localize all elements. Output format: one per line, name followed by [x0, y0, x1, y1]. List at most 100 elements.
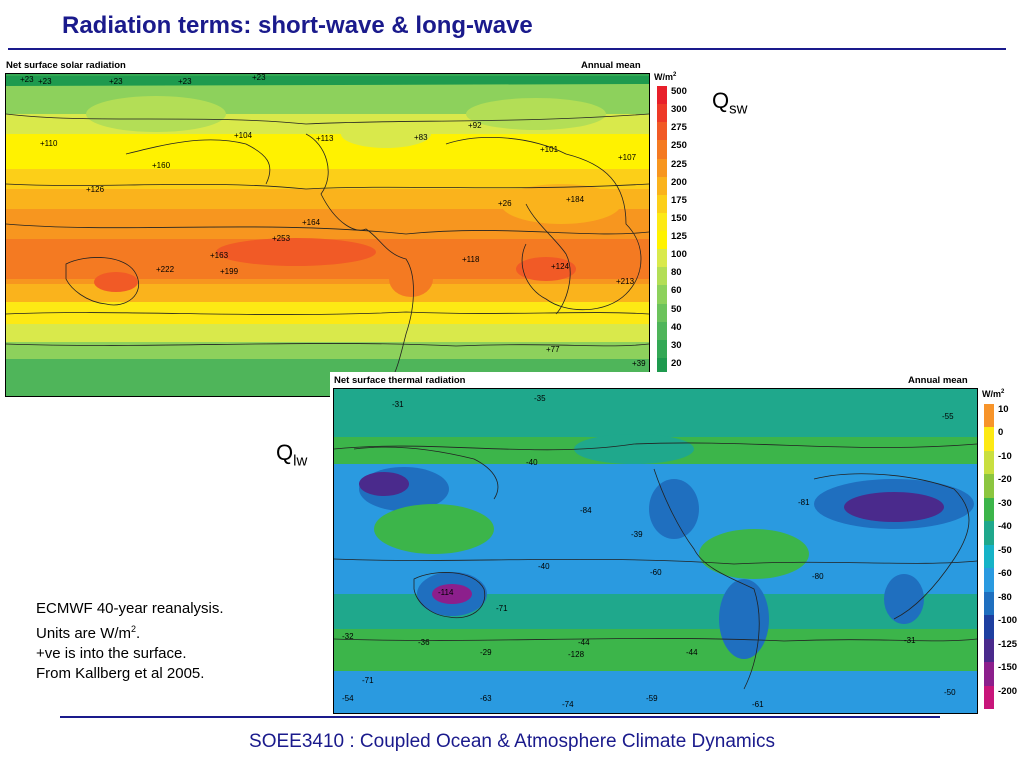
sw-colorbar-swatch: [657, 249, 667, 268]
sw-colorbar-swatch: [657, 212, 667, 232]
lw-colorbar-swatch: [984, 474, 994, 499]
sw-colorbar-label: 175: [671, 194, 687, 206]
sw-colorbar-swatch: [657, 176, 667, 196]
lw-colorbar-label: -50: [998, 544, 1012, 556]
lw-colorbar-label: -80: [998, 591, 1012, 603]
lw-map-label: -40: [526, 458, 538, 467]
sw-map-label: +164: [302, 218, 321, 227]
sw-colorbar-swatch: [657, 285, 667, 304]
sw-panel: Net surface solar radiation Annual mean: [4, 58, 687, 398]
lw-unit-sup: 2: [1001, 389, 1005, 395]
sw-map-label: +184: [566, 195, 585, 204]
lw-map-label: -60: [650, 568, 662, 577]
sw-colorbar-label: 20: [671, 357, 682, 369]
sw-colorbar: 500 300 275 250 225 200 175 150 125 100 80 60 50 40 30…: [657, 86, 697, 377]
qsw-symbol-main: Q: [712, 88, 730, 113]
lw-map-label: -29: [480, 648, 492, 657]
sw-map-label: +107: [618, 153, 637, 162]
sw-map-label: +92: [468, 121, 482, 130]
lw-map-label: -55: [942, 412, 954, 421]
lw-map-graphic: -35 -31 -55 -40 -84 -39 -40 -60 -81 -80 …: [334, 389, 977, 713]
sw-unit-text: W/m: [654, 72, 673, 82]
notes: ECMWF 40-year reanalysis. Units are W/m2…: [36, 599, 224, 684]
lw-map-label: -128: [568, 650, 585, 659]
lw-map-label: -81: [798, 498, 810, 507]
lw-colorbar-label: -10: [998, 450, 1012, 462]
lw-colorbar-swatch: [984, 404, 994, 428]
sw-map-label: +253: [272, 234, 291, 243]
lw-map-label: -80: [812, 572, 824, 581]
sw-colorbar-swatch: [657, 194, 667, 214]
sw-map-label: +124: [551, 262, 570, 271]
lw-map-label: -31: [904, 636, 916, 645]
sw-colorbar-label: 80: [671, 267, 682, 279]
lw-map-label: -74: [562, 700, 574, 709]
slide-title: Radiation terms: short-wave & long-wave: [62, 12, 533, 39]
sw-unit-sup: 2: [673, 72, 677, 78]
sw-colorbar-swatch: [657, 303, 667, 323]
notes-line-2-text: Units are W/m: [36, 625, 132, 642]
lw-map-label: -44: [578, 638, 590, 647]
lw-colorbar-swatch: [984, 591, 994, 616]
qlw-symbol-main: Q: [276, 440, 294, 465]
sw-colorbar-swatch: [657, 231, 667, 250]
sw-map-label: +199: [220, 267, 239, 276]
lw-map-label: -59: [646, 694, 658, 703]
sw-colorbar-label: 125: [671, 231, 687, 242]
lw-colorbar-swatch: [984, 544, 994, 569]
lw-map-label: -71: [496, 604, 508, 613]
sw-colorbar-label: 250: [671, 140, 687, 152]
sw-colorbar-label: 200: [671, 176, 687, 188]
sw-map-label: +113: [316, 134, 334, 143]
sw-colorbar-label: 100: [671, 249, 687, 261]
lw-map-label: -61: [752, 700, 764, 709]
notes-line-1: ECMWF 40-year reanalysis.: [36, 600, 224, 617]
sw-colorbar-label: 275: [671, 122, 687, 134]
qlw-symbol-sub: lw: [293, 452, 308, 470]
lw-colorbar-swatch: [984, 521, 994, 546]
lw-panel-title: Net surface thermal radiation: [334, 375, 466, 386]
lw-colorbar-label: -125: [998, 638, 1018, 650]
notes-line-4: From Kallberg et al 2005.: [36, 665, 205, 682]
sw-colorbar-unit: W/m2: [654, 72, 676, 82]
sw-colorbar-swatch: [657, 140, 667, 159]
sw-map-label: +83: [414, 133, 428, 142]
qsw-symbol-sub: sw: [729, 100, 748, 118]
sw-map-label: +160: [152, 161, 171, 170]
lw-map-label: -31: [392, 400, 404, 409]
lw-colorbar-label: -40: [998, 521, 1012, 533]
notes-line-3: +ve is into the surface.: [36, 645, 187, 662]
sw-colorbar-swatch: [657, 104, 667, 123]
sw-map-label: +110: [40, 139, 58, 148]
sw-map-graphic: +23 +23 +23 +23 +23 +110 +126 +104 +113 …: [6, 74, 649, 396]
lw-colorbar-label: -150: [998, 662, 1018, 674]
sw-panel-mean: Annual mean: [581, 60, 641, 71]
sw-map-label: +104: [234, 131, 253, 140]
lw-unit-text: W/m: [982, 389, 1001, 399]
lw-colorbar-unit: W/m2: [982, 389, 1004, 399]
lw-colorbar-swatch: [984, 638, 994, 663]
sw-colorbar-label: 30: [671, 339, 682, 351]
sw-colorbar-swatch: [657, 158, 667, 178]
notes-line-2-end: .: [136, 625, 141, 642]
lw-colorbar-label: -200: [998, 685, 1018, 697]
sw-colorbar-label: 40: [671, 321, 682, 333]
lw-colorbar-swatch: [984, 685, 994, 710]
lw-map-label: -50: [944, 688, 956, 697]
sw-map-label: +23: [38, 77, 52, 86]
lw-colorbar: 10 0 -10 -20 -30 -40 -50 -60 -80 -100 -125 -150 -200: [984, 404, 1022, 710]
lw-map-label: -35: [534, 394, 546, 403]
lw-map: -35 -31 -55 -40 -84 -39 -40 -60 -81 -80 …: [333, 388, 978, 714]
sw-colorbar-label: 150: [671, 212, 687, 224]
lw-colorbar-label: -30: [998, 497, 1012, 509]
sw-colorbar-label: 50: [671, 303, 682, 315]
lw-colorbar-swatch: [984, 662, 994, 687]
lw-map-label: -36: [418, 638, 430, 647]
lw-colorbar-swatch: [984, 427, 994, 452]
lw-map-label: -32: [342, 632, 354, 641]
notes-line-2-sup: 2: [131, 624, 137, 634]
lw-colorbar-label: 10: [998, 404, 1009, 415]
sw-colorbar-swatch: [657, 357, 667, 377]
sw-map-label: +163: [210, 251, 229, 260]
lw-map-label: -114: [438, 588, 454, 597]
